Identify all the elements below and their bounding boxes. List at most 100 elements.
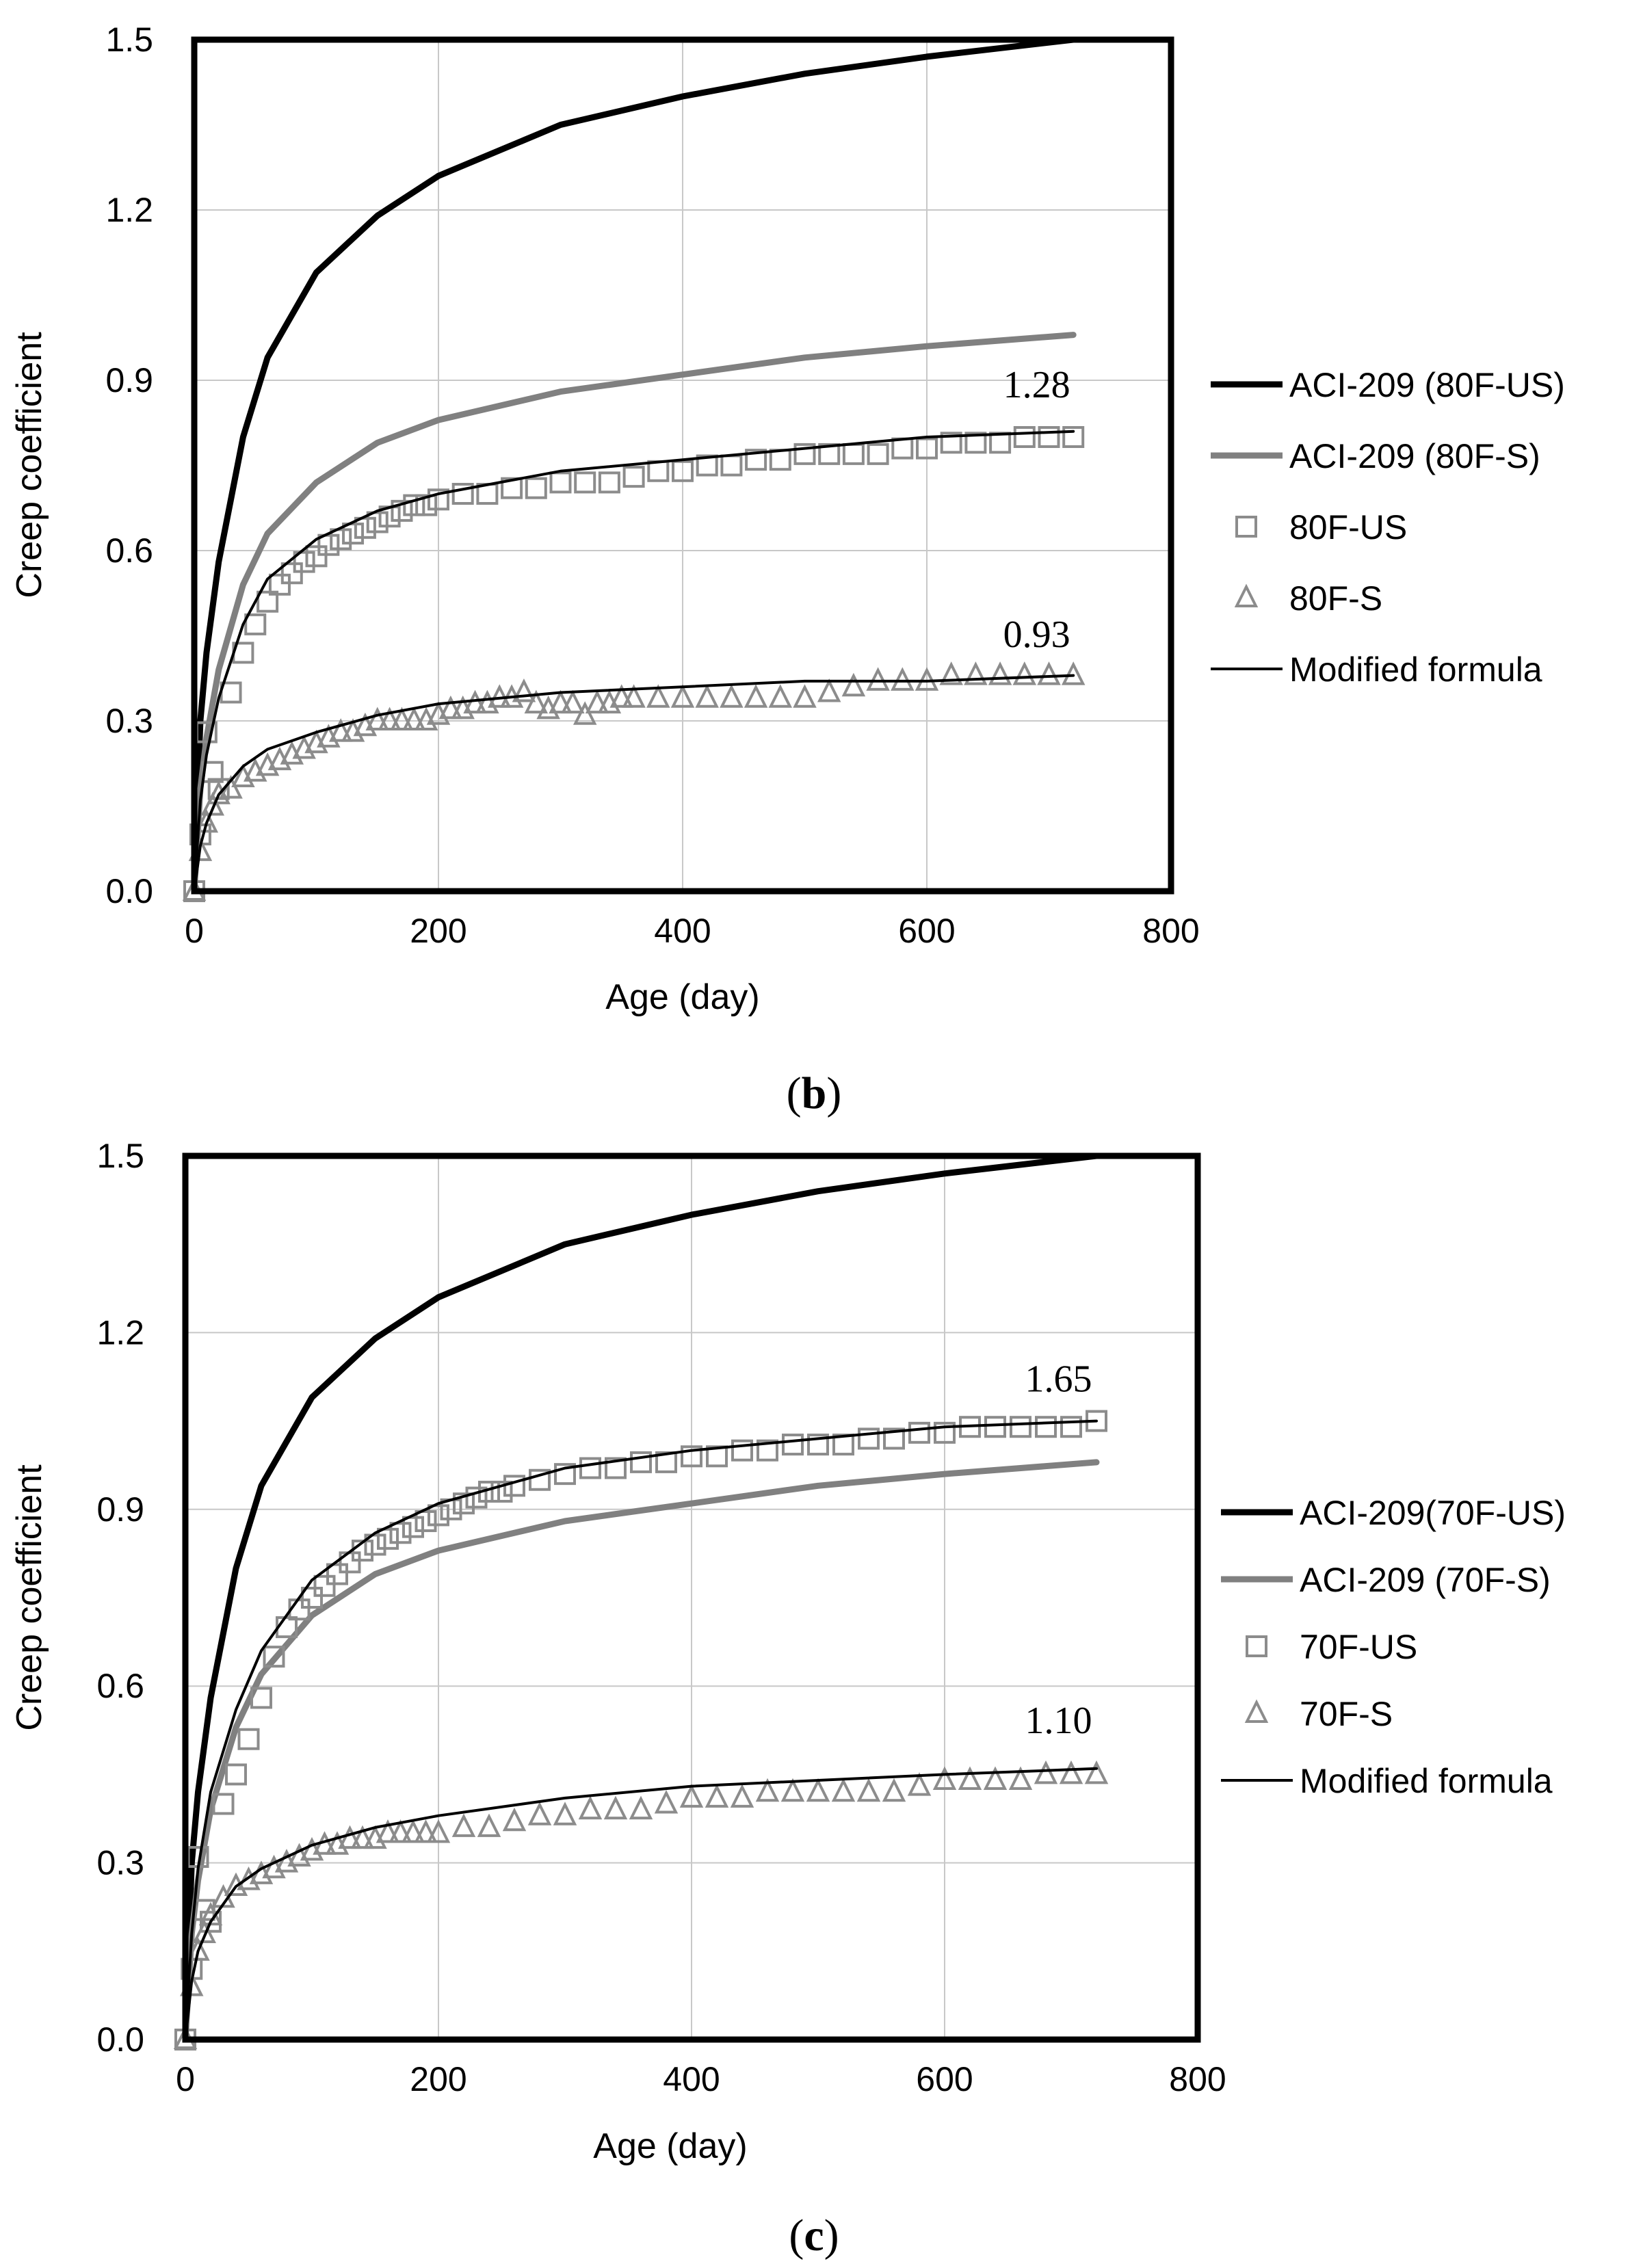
y-tick-label: 1.5 [96,1137,144,1175]
data-point-triangle [679,1784,704,1808]
axis-ticks: 0 200 400 600 800 0.0 0.3 0.6 0.9 1.2 1.5 [96,1137,1226,2098]
series-markers-70f-us [174,1410,1107,2051]
data-point-triangle [401,1819,425,1843]
legend-label: 70F-US [1300,1628,1417,1666]
data-point-square [403,494,425,516]
data-point-triangle [561,689,585,714]
data-point-square [501,477,523,499]
plot-frame [182,1152,1201,2043]
data-point-triangle [806,1778,830,1802]
legend-item-70f-us: 70F-US [1246,1628,1417,1666]
data-point-triangle [817,678,841,702]
x-tick-label: 200 [410,2060,466,2098]
x-tick-label: 0 [185,912,204,950]
data-point-square [964,432,987,454]
legend-label: 80F-US [1289,508,1407,546]
y-tick-label: 0.6 [96,1667,144,1705]
y-tick-label: 0.6 [105,531,153,570]
data-point-square [1010,1416,1031,1438]
data-point-triangle [524,689,549,714]
data-point-square [415,494,438,516]
data-point-triangle [1084,1760,1109,1784]
x-tick-label: 0 [176,2060,195,2098]
data-point-square [696,454,718,477]
data-point-square [244,613,267,635]
data-point-square [257,590,279,613]
legend-label: 70F-S [1300,1695,1393,1733]
panel-caption-c: (c) [789,2211,839,2260]
data-point-square [293,551,315,573]
y-tick-label: 0.3 [96,1844,144,1882]
legend: ACI-209 (80F-US) ACI-209 (80F-S) 80F-US 80F… [1211,366,1565,689]
data-point-square [237,1728,260,1750]
data-point-triangle [780,1778,805,1802]
data-point-triangle [553,1802,577,1825]
x-tick-label: 800 [1169,2060,1226,2098]
chart-panel-c: 0 200 400 600 800 0.0 0.3 0.6 0.9 1.2 1.5 1.65 1.10… [10,1137,1566,2260]
data-point-square [366,511,389,533]
legend-item-aci-209-80f-us: ACI-209 (80F-US) [1211,366,1565,404]
data-point-triangle [585,689,609,714]
data-point-square [1038,426,1060,448]
data-point-triangle [907,1772,932,1796]
data-point-square [1060,1416,1082,1438]
data-point-square [1013,426,1036,448]
series-line-modified-formula-70f-s [184,1767,1098,2041]
data-point-square [225,1763,247,1786]
data-point-square [268,573,291,596]
plot-series [182,36,1086,902]
data-point-square [745,449,767,471]
data-point-square [579,1457,601,1479]
data-point-square [317,533,340,556]
data-point-triangle [194,808,219,833]
data-point-triangle [932,1766,957,1791]
data-point-triangle [502,1807,527,1832]
data-point-square [793,443,816,465]
data-point-triangle [1037,661,1061,685]
series-line-aci-209-80f-us [191,36,1077,895]
data-point-triangle [390,707,414,730]
data-point-square [622,466,645,488]
data-point-square [250,1687,272,1709]
axis-ticks: 0 200 400 600 800 0.0 0.3 0.6 0.9 1.2 1.5 [105,21,1199,950]
data-point-square [681,1445,702,1468]
data-point-square [554,1463,576,1486]
data-point-triangle [451,1813,476,1837]
y-tick-label: 1.2 [105,191,153,229]
series-line-modified-formula-80f-s [193,674,1075,893]
data-point-square [212,1793,235,1815]
legend-item-70f-s: 70F-S [1244,1695,1393,1733]
data-point-triangle [527,1802,552,1825]
data-point-square [288,1598,311,1621]
data-point-triangle [841,672,866,697]
data-point-square [984,1416,1006,1438]
data-point-triangle [338,1825,362,1849]
data-point-square [342,523,365,545]
data-point-square [263,1646,285,1668]
legend-swatch-triangle [1234,583,1259,607]
data-point-square [389,1522,412,1544]
data-point-square [280,562,303,585]
data-point-square [574,471,596,494]
data-point-square [364,1533,386,1556]
x-tick-label: 800 [1142,912,1199,950]
x-tick-label: 400 [663,2060,720,2098]
y-tick-label: 0.9 [105,361,153,399]
data-point-square [883,1427,905,1450]
data-point-triangle [958,1766,982,1791]
legend-swatch-square [1235,516,1257,538]
data-point-triangle [964,661,988,685]
data-point-triangle [744,684,768,708]
annotations: 1.65 1.10 [1025,1358,1092,1743]
data-point-square [549,471,572,494]
chart-panel-b: 0 200 400 600 800 0.0 0.3 0.6 0.9 1.2 1.5 1.28 0.93… [10,21,1565,1118]
series-markers-70f-s [173,1760,1109,2049]
data-point-square [934,1421,956,1444]
annotation-label: 1.10 [1025,1700,1092,1742]
y-tick-label: 0.0 [96,2020,144,2059]
legend-label: 80F-S [1289,579,1382,618]
data-point-square [908,1421,930,1444]
data-point-square [891,437,914,460]
x-axis-label: Age (day) [593,2126,747,2166]
